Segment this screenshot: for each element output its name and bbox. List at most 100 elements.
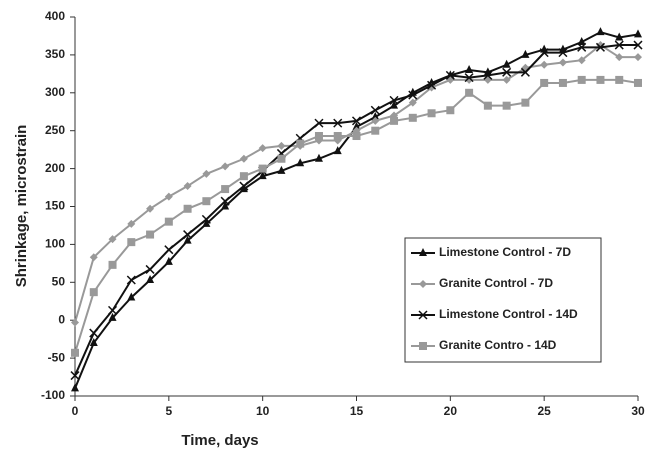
marker <box>502 101 511 110</box>
marker <box>314 153 323 162</box>
marker <box>164 217 173 226</box>
marker <box>277 141 286 150</box>
marker <box>614 40 624 50</box>
marker <box>89 288 98 297</box>
marker <box>183 230 193 240</box>
marker <box>239 181 249 191</box>
marker <box>108 305 118 315</box>
marker <box>408 113 417 122</box>
marker <box>239 172 248 181</box>
marker <box>577 42 587 52</box>
legend-label: Limestone Control - 14D <box>439 307 578 321</box>
marker <box>558 48 568 58</box>
marker <box>183 182 192 191</box>
marker <box>146 230 155 239</box>
marker <box>277 165 286 174</box>
marker <box>633 40 643 50</box>
y-tick-label: 150 <box>45 199 65 213</box>
marker <box>539 48 549 58</box>
marker <box>183 204 192 213</box>
marker <box>464 73 474 83</box>
marker <box>370 105 380 115</box>
marker <box>427 80 437 90</box>
marker <box>71 318 79 327</box>
legend-label: Granite Contro - 14D <box>439 338 557 352</box>
marker <box>71 383 79 392</box>
marker <box>277 154 286 163</box>
marker <box>389 95 399 105</box>
marker <box>634 53 642 62</box>
x-tick-label: 15 <box>350 404 364 418</box>
y-tick-label: 0 <box>58 312 65 326</box>
marker <box>408 98 417 107</box>
marker <box>296 158 305 167</box>
x-tick-label: 0 <box>72 404 79 418</box>
marker <box>577 37 586 46</box>
marker <box>371 126 380 135</box>
y-tick-label: 250 <box>45 123 65 137</box>
y-tick-label: 400 <box>45 9 65 23</box>
x-tick-label: 25 <box>537 404 551 418</box>
marker <box>202 218 211 227</box>
marker <box>352 132 361 141</box>
marker <box>352 121 361 130</box>
marker <box>615 53 624 62</box>
marker <box>419 248 427 256</box>
marker <box>239 154 248 163</box>
marker <box>333 146 342 155</box>
marker <box>314 118 324 128</box>
marker <box>521 98 530 107</box>
marker <box>558 58 567 67</box>
marker <box>465 65 474 74</box>
marker <box>634 29 642 38</box>
x-tick-label: 30 <box>631 404 645 418</box>
marker <box>164 256 173 265</box>
marker <box>596 75 605 84</box>
marker <box>577 56 586 65</box>
marker <box>483 101 492 110</box>
marker <box>258 164 267 173</box>
marker <box>127 219 136 228</box>
legend-label: Granite Control - 7D <box>439 276 553 290</box>
marker <box>390 116 399 125</box>
legend-label: Limestone Control - 7D <box>439 245 571 259</box>
marker <box>371 116 380 125</box>
marker <box>419 342 427 350</box>
marker <box>558 78 567 87</box>
marker <box>89 328 99 338</box>
marker <box>465 88 474 97</box>
y-tick-label: 100 <box>45 237 65 251</box>
marker <box>127 238 136 247</box>
marker <box>615 32 624 41</box>
marker <box>502 59 511 68</box>
marker <box>427 109 436 118</box>
marker <box>483 70 493 80</box>
marker <box>502 75 511 84</box>
y-tick-label: 50 <box>52 274 66 288</box>
marker <box>634 78 642 87</box>
marker <box>502 67 512 77</box>
marker <box>108 235 117 244</box>
marker <box>418 310 428 320</box>
marker <box>314 132 323 141</box>
marker <box>239 184 248 193</box>
y-tick-label: 300 <box>45 85 65 99</box>
marker <box>220 196 230 206</box>
marker <box>70 371 80 381</box>
marker <box>221 201 230 210</box>
marker <box>258 171 267 180</box>
marker <box>89 337 98 346</box>
x-tick-label: 20 <box>444 404 458 418</box>
marker <box>296 139 305 148</box>
marker <box>146 275 155 284</box>
marker <box>351 116 362 126</box>
marker <box>577 75 586 84</box>
marker <box>540 60 549 69</box>
marker <box>146 204 155 213</box>
x-tick-label: 10 <box>256 404 270 418</box>
marker <box>596 27 605 36</box>
marker <box>540 78 549 87</box>
marker <box>221 162 230 171</box>
marker <box>108 260 117 269</box>
